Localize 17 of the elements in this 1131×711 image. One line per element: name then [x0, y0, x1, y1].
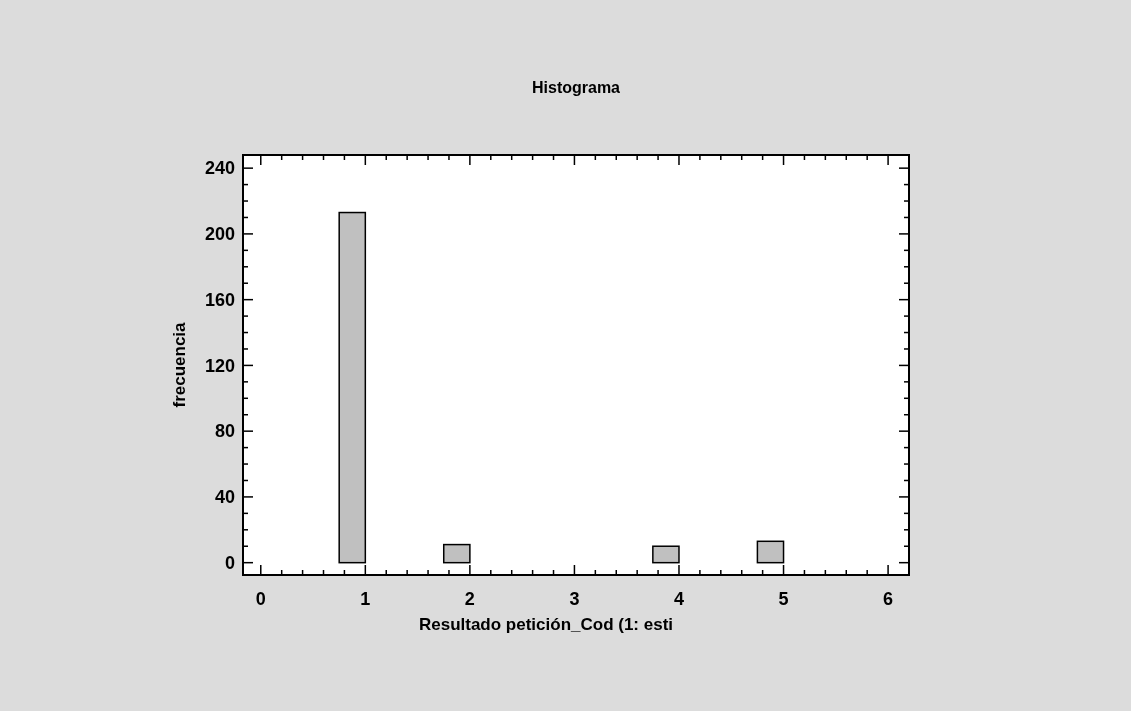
y-tick-label: 0	[224, 552, 235, 573]
y-tick-label: 80	[214, 421, 235, 442]
y-tick-label: 240	[204, 158, 235, 179]
x-tick-label: 1	[360, 589, 371, 609]
x-tick-label: 6	[883, 589, 894, 609]
y-tick-label: 200	[204, 224, 235, 245]
x-tick-label: 2	[464, 589, 475, 609]
y-tick-label: 120	[204, 355, 235, 376]
chart-title: Histograma	[531, 79, 621, 96]
x-tick-label: 5	[778, 589, 789, 609]
y-axis-title: frecuencia	[170, 321, 189, 408]
x-tick-label: 4	[673, 589, 684, 609]
y-tick-label: 40	[214, 487, 235, 508]
x-axis-title: Resultado petición_Cod (1: esti	[418, 615, 674, 634]
x-tick-label: 3	[569, 589, 580, 609]
y-tick-label: 160	[204, 289, 235, 310]
x-tick-label: 0	[255, 589, 266, 609]
